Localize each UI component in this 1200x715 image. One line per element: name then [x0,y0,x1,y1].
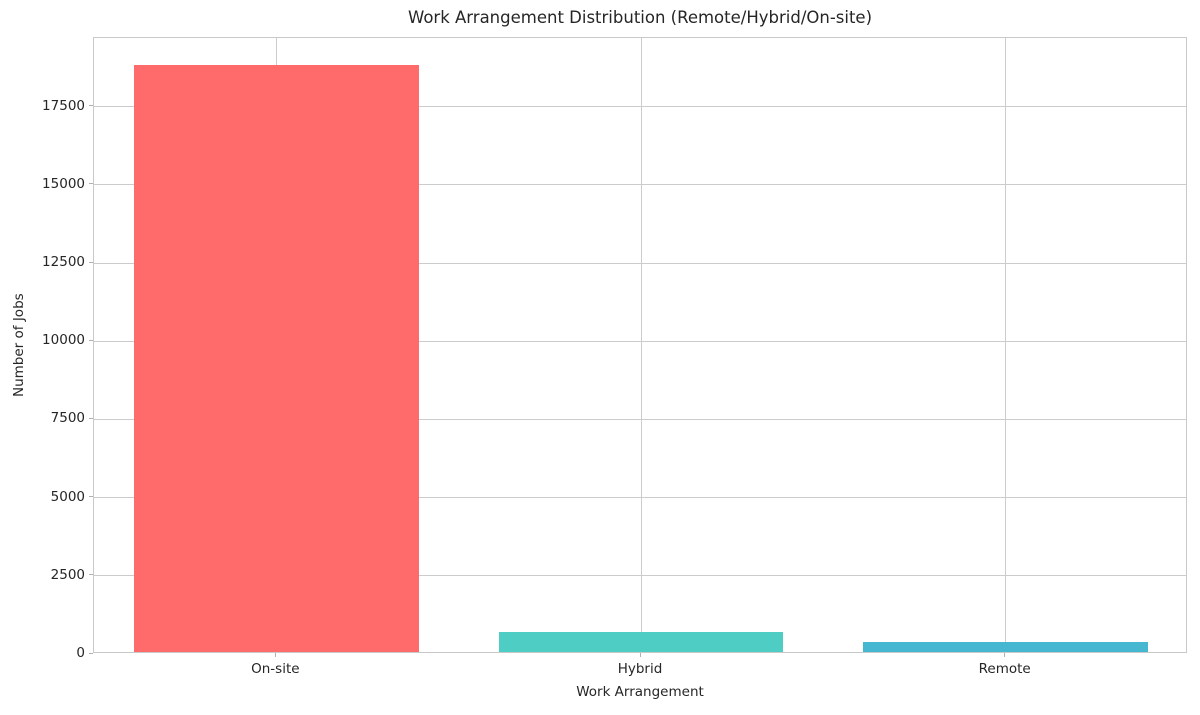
y-tick-mark [89,574,93,576]
y-tick-label: 10000 [42,332,85,349]
x-tick-label: Hybrid [617,661,663,677]
x-tick-mark [1004,653,1006,657]
gridline-horizontal [94,497,1186,499]
bar-on-site [134,64,419,652]
y-tick-label: 15000 [42,175,85,192]
y-tick-label: 12500 [42,254,85,271]
gridline-horizontal [94,184,1186,186]
x-tick-mark [639,653,641,657]
x-tick-mark [274,653,276,657]
y-tick-label: 2500 [50,566,85,583]
y-tick-mark [89,183,93,185]
chart-title: Work Arrangement Distribution (Remote/Hy… [407,8,873,27]
gridline-horizontal [94,262,1186,264]
y-tick-mark [89,105,93,107]
y-tick-mark [89,339,93,341]
gridline-horizontal [94,340,1186,342]
y-tick-label: 5000 [50,488,85,505]
gridline-vertical [640,38,642,652]
y-tick-mark [89,496,93,498]
plot-area [93,37,1187,653]
gridline-horizontal [94,418,1186,420]
y-tick-mark [89,652,93,654]
bar-remote [863,642,1148,652]
gridline-horizontal [94,575,1186,577]
x-tick-label: Remote [978,661,1031,677]
x-axis-label: Work Arrangement [576,684,704,700]
gridline-vertical [1005,38,1007,652]
y-tick-mark [89,417,93,419]
y-tick-mark [89,261,93,263]
y-tick-label: 0 [76,645,85,661]
bar-hybrid [498,631,784,652]
gridline-horizontal [94,106,1186,108]
x-tick-label: On-site [251,661,300,677]
y-tick-label: 17500 [42,97,85,114]
y-tick-label: 7500 [50,410,85,427]
